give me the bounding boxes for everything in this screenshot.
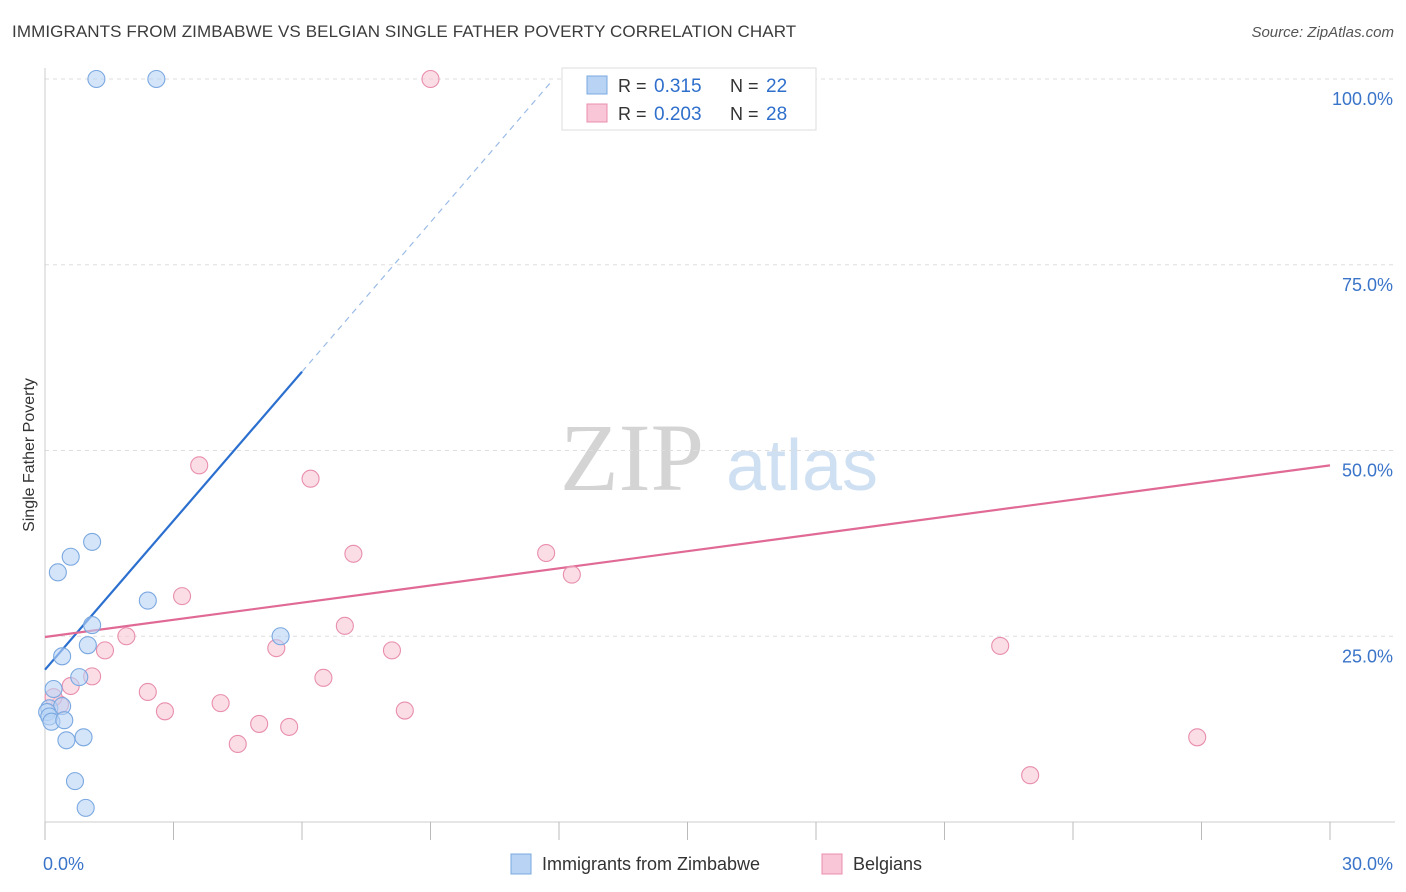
point-zimbabwe-10 bbox=[70, 668, 89, 687]
point-belgians-13 bbox=[991, 636, 1010, 655]
point-belgians-0 bbox=[421, 69, 440, 89]
point-zimbabwe-20 bbox=[65, 772, 85, 791]
y-tick-label-1: 50.0% bbox=[1342, 461, 1393, 481]
axis-layer: 25.0% 50.0% 75.0% 100.0% 0.0% 30.0% bbox=[43, 68, 1395, 874]
legend-label-zimbabwe: Immigrants from Zimbabwe bbox=[542, 854, 760, 874]
point-belgians-18 bbox=[211, 694, 230, 713]
point-belgians-2 bbox=[190, 456, 209, 475]
stats-legend-swatch-belgians bbox=[586, 103, 608, 123]
point-belgians-12 bbox=[382, 641, 402, 660]
point-belgians-14 bbox=[314, 668, 333, 687]
trend-layer bbox=[44, 82, 1331, 671]
point-belgians-21 bbox=[395, 701, 414, 720]
point-belgians-20 bbox=[155, 702, 174, 721]
trendline-zimbabwe-extension bbox=[301, 82, 551, 373]
point-zimbabwe-0 bbox=[87, 69, 106, 89]
point-belgians-10 bbox=[95, 641, 115, 660]
y-tick-label-0: 25.0% bbox=[1342, 646, 1393, 666]
stats-legend-n-label-1: N = bbox=[730, 76, 759, 96]
y-tick-label-3: 100.0% bbox=[1332, 89, 1393, 109]
stats-legend-r-value-1: 0.315 bbox=[654, 76, 702, 97]
point-zimbabwe-18 bbox=[57, 731, 76, 750]
point-belgians-26 bbox=[1021, 766, 1040, 785]
point-belgians-25 bbox=[1188, 728, 1207, 747]
point-belgians-9 bbox=[117, 627, 136, 646]
watermark-atlas: atlas bbox=[726, 426, 878, 506]
trendline-belgians bbox=[44, 464, 1331, 639]
point-zimbabwe-17 bbox=[55, 711, 74, 730]
legend-swatch-belgians bbox=[821, 853, 843, 875]
stats-legend-r-label-1: R = bbox=[618, 76, 647, 96]
point-belgians-3 bbox=[301, 469, 320, 488]
point-belgians-6 bbox=[562, 565, 581, 584]
point-zimbabwe-1 bbox=[147, 69, 166, 89]
point-belgians-5 bbox=[537, 543, 556, 563]
y-tick-label-2: 75.0% bbox=[1342, 275, 1393, 295]
stats-legend-n-label-2: N = bbox=[730, 104, 759, 124]
point-belgians-4 bbox=[344, 544, 363, 563]
stats-legend: R = 0.315 N = 22 R = 0.203 N = 28 bbox=[561, 67, 817, 131]
point-zimbabwe-11 bbox=[44, 679, 63, 699]
point-zimbabwe-4 bbox=[48, 563, 67, 582]
grid-layer bbox=[45, 78, 1395, 637]
point-zimbabwe-7 bbox=[78, 636, 97, 655]
point-zimbabwe-5 bbox=[138, 591, 157, 610]
stats-legend-n-value-1: 22 bbox=[766, 76, 787, 97]
point-belgians-7 bbox=[173, 587, 192, 606]
watermark-zip: ZIP bbox=[560, 404, 704, 511]
point-belgians-8 bbox=[335, 616, 354, 635]
legend-label-belgians: Belgians bbox=[853, 854, 922, 874]
point-belgians-24 bbox=[228, 734, 247, 754]
stats-legend-r-label-2: R = bbox=[618, 104, 647, 124]
x-tick-label-1: 30.0% bbox=[1342, 854, 1393, 874]
y-axis-label: Single Father Poverty bbox=[21, 378, 38, 532]
x-tick-label-0: 0.0% bbox=[43, 854, 84, 874]
point-belgians-23 bbox=[280, 717, 299, 736]
stats-legend-swatch-zimbabwe bbox=[586, 75, 608, 95]
source-label: Source: ZipAtlas.com bbox=[1251, 24, 1394, 41]
point-layer bbox=[38, 69, 1207, 817]
legend-swatch-zimbabwe bbox=[510, 853, 532, 875]
stats-legend-r-value-2: 0.203 bbox=[654, 104, 702, 125]
point-zimbabwe-9 bbox=[271, 627, 290, 646]
point-belgians-17 bbox=[138, 682, 157, 702]
series-legend: Immigrants from Zimbabwe Belgians bbox=[510, 853, 922, 875]
point-zimbabwe-21 bbox=[76, 798, 95, 817]
point-zimbabwe-19 bbox=[74, 728, 93, 747]
chart-title: IMMIGRANTS FROM ZIMBABWE VS BELGIAN SING… bbox=[12, 22, 797, 41]
point-zimbabwe-6 bbox=[83, 616, 102, 635]
point-belgians-22 bbox=[250, 714, 269, 733]
point-zimbabwe-2 bbox=[83, 532, 102, 551]
point-zimbabwe-3 bbox=[61, 547, 80, 566]
point-zimbabwe-8 bbox=[53, 647, 72, 666]
stats-legend-n-value-2: 28 bbox=[766, 104, 787, 125]
